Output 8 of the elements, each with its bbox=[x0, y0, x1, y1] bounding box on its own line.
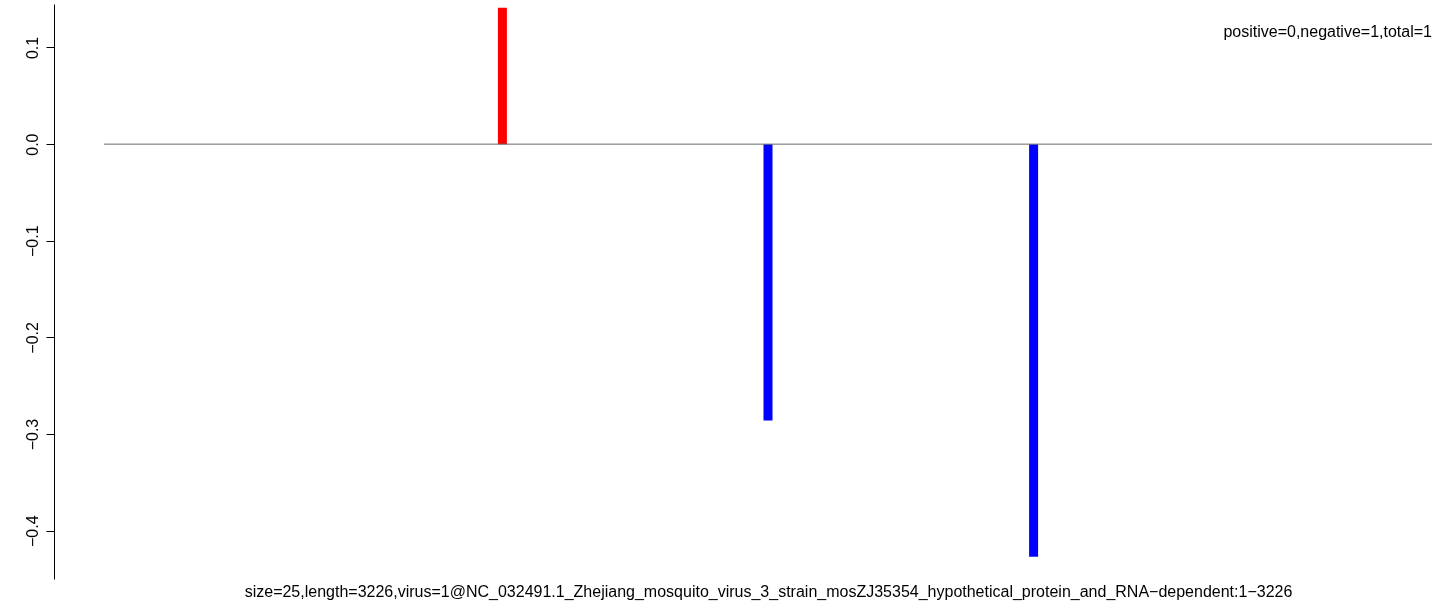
y-tick-label: −0.4 bbox=[23, 515, 41, 547]
annotation: positive=0,negative=1,total=1 bbox=[1223, 23, 1433, 40]
y-tick-label: −0.2 bbox=[23, 322, 41, 354]
y-tick-label: 0.0 bbox=[23, 133, 41, 156]
y-tick-label: −0.1 bbox=[23, 225, 41, 258]
y-tick-label: −0.3 bbox=[23, 418, 41, 451]
x-axis-title: size=25,length=3226,virus=1@NC_032491.1_Zhejiang_mosquito_virus_3_strain_mosZJ35354_hypothetical_protein_and_RNA−dependent:1−3226 bbox=[244, 582, 1293, 601]
y-tick-label: 0.1 bbox=[23, 36, 41, 60]
